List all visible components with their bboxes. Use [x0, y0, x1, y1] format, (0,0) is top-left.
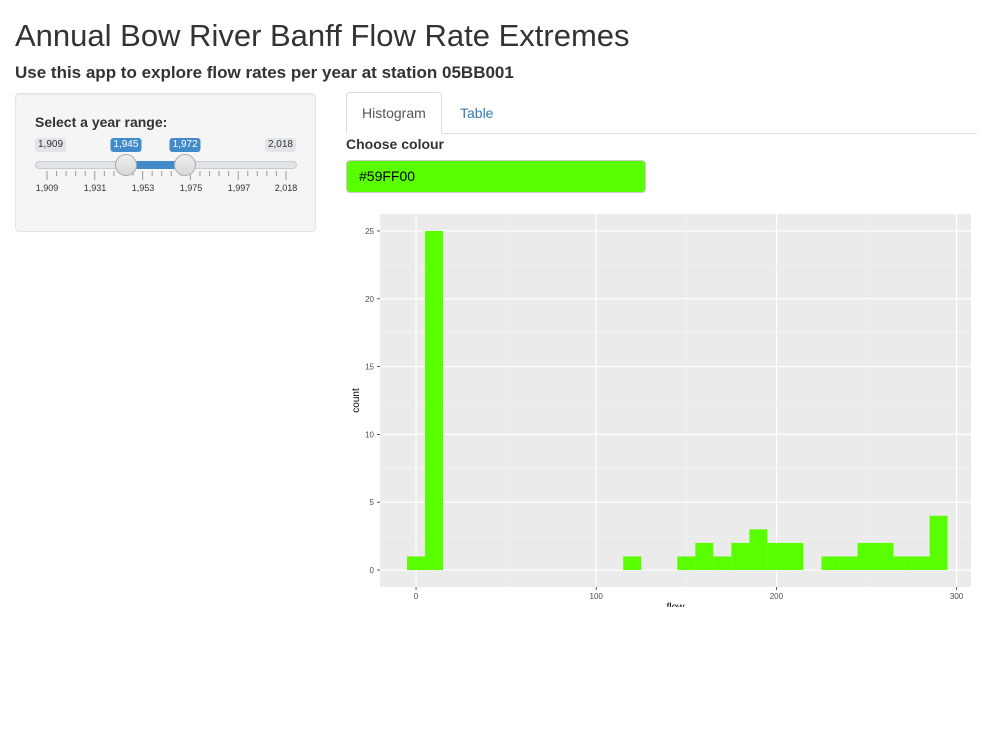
colour-label: Choose colour — [346, 136, 445, 152]
histogram-chart: 0 100 200 300 0 5 10 15 20 25 flow count — [346, 207, 977, 607]
slider-tick-label: 1,931 — [83, 183, 107, 193]
year-range-slider-fill[interactable] — [125, 161, 186, 169]
slider-tick-label: 1,953 — [131, 183, 155, 193]
histogram-bar — [695, 542, 714, 571]
sidebar-panel: Select a year range: 1,909 2,018 1,909 1… — [15, 93, 316, 232]
x-tick-label: 100 — [590, 592, 604, 601]
y-axis-title: count — [351, 388, 362, 413]
slider-min-label: 1,909 — [35, 138, 67, 152]
slider-tick-label: 2,018 — [274, 183, 298, 193]
slider-from-value: 1,945 — [110, 138, 142, 152]
histogram-bar — [713, 556, 732, 571]
y-tick-label: 5 — [370, 498, 375, 507]
histogram-bar — [749, 529, 768, 571]
histogram-bar — [425, 230, 444, 571]
y-tick-label: 20 — [365, 295, 374, 304]
x-tick-label: 0 — [414, 592, 419, 601]
x-axis-title: flow — [667, 602, 686, 607]
y-tick-label: 25 — [365, 227, 374, 236]
histogram-bar — [911, 556, 930, 571]
y-tick-label: 0 — [370, 566, 375, 575]
page-title: Annual Bow River Banff Flow Rate Extreme… — [15, 18, 630, 53]
slider-from-handle[interactable] — [114, 154, 137, 176]
histogram-bar — [623, 556, 642, 571]
tab-table[interactable]: Table — [460, 105, 494, 121]
slider-tick-label: 1,975 — [179, 183, 203, 193]
histogram-bar — [677, 556, 696, 571]
slider-tick-label: 1,997 — [227, 183, 251, 193]
histogram-bar — [767, 542, 786, 571]
y-tick-label: 10 — [365, 430, 374, 439]
histogram-bar — [407, 556, 426, 571]
year-range-label: Select a year range: — [35, 114, 168, 130]
page-subtitle: Use this app to explore flow rates per y… — [15, 63, 514, 82]
histogram-bar — [857, 542, 876, 571]
slider-tick-label: 1,909 — [35, 183, 59, 193]
y-tick-label: 15 — [365, 363, 374, 372]
histogram-bar — [875, 542, 894, 571]
histogram-svg: 0 100 200 300 0 5 10 15 20 25 flow count — [351, 214, 971, 607]
histogram-bar — [839, 556, 858, 571]
histogram-bar — [821, 556, 840, 571]
slider-max-label: 2,018 — [264, 138, 296, 152]
tab-histogram[interactable]: Histogram — [346, 92, 442, 134]
histogram-bar — [929, 515, 948, 571]
x-tick-label: 200 — [770, 592, 784, 601]
slider-to-handle[interactable] — [174, 154, 197, 176]
histogram-bar — [731, 542, 750, 571]
histogram-bar — [785, 542, 804, 571]
histogram-bar — [893, 556, 912, 571]
colour-input[interactable]: #59FF00 — [346, 160, 646, 193]
slider-to-value: 1,972 — [169, 138, 201, 152]
x-tick-label: 300 — [950, 592, 964, 601]
tab-bar: Histogram Table — [346, 92, 977, 134]
